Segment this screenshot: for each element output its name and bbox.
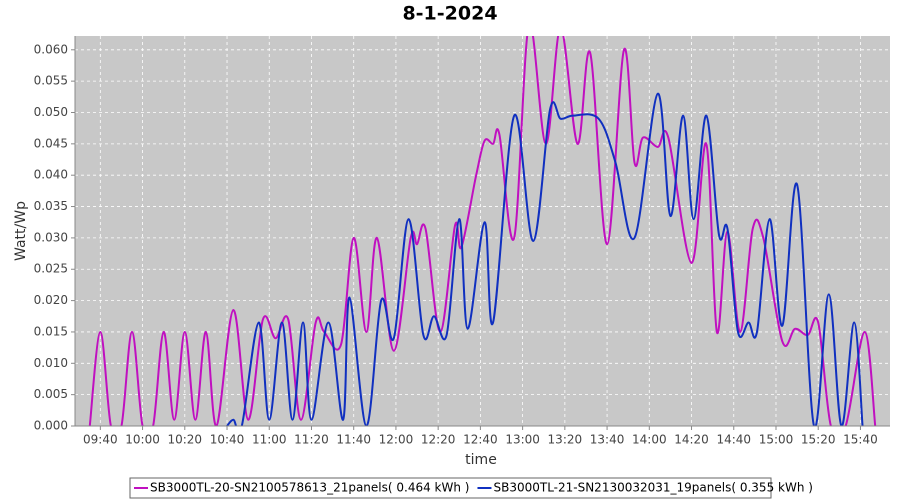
x-tick-label: 12:00 [379,433,414,447]
y-tick-label: 0.025 [34,262,68,276]
y-tick-label: 0.055 [34,74,68,88]
x-tick-label: 15:40 [843,433,878,447]
y-tick-label: 0.010 [34,356,68,370]
x-tick-label: 11:00 [252,433,287,447]
y-tick-label: 0.045 [34,136,68,150]
x-tick-label: 15:20 [801,433,836,447]
x-tick-label: 12:40 [463,433,498,447]
x-tick-label: 12:20 [421,433,456,447]
x-tick-label: 13:00 [505,433,540,447]
y-tick-label: 0.020 [34,293,68,307]
x-tick-label: 13:20 [548,433,583,447]
y-tick-label: 0.060 [34,42,68,56]
x-tick-label: 14:20 [674,433,709,447]
y-tick-label: 0.015 [34,324,68,338]
x-tick-label: 11:40 [336,433,371,447]
legend-label: SB3000TL-20-SN2100578613_21panels( 0.464… [150,481,469,495]
y-tick-label: 0.040 [34,168,68,182]
y-axis-label: Watt/Wp [13,201,29,261]
series-line [226,92,864,426]
legend-label: SB3000TL-21-SN2130032031_19panels( 0.355… [493,481,812,495]
chart-title: 8-1-2024 [402,3,497,25]
x-tick-label: 09:40 [83,433,118,447]
legend-box [129,477,772,499]
x-tick-label: 14:00 [632,433,667,447]
y-tick-label: 0.000 [34,419,68,433]
y-tick-label: 0.035 [34,199,68,213]
x-tick-label: 11:20 [294,433,329,447]
y-tick-label: 0.030 [34,230,68,244]
y-tick-label: 0.005 [34,387,68,401]
x-axis-label: time [465,452,497,468]
x-tick-label: 13:40 [590,433,625,447]
x-tick-label: 15:00 [759,433,794,447]
x-tick-label: 10:00 [125,433,160,447]
x-tick-label: 10:20 [167,433,202,447]
x-tick-label: 14:40 [716,433,751,447]
y-tick-label: 0.050 [34,105,68,119]
x-tick-label: 10:40 [210,433,245,447]
